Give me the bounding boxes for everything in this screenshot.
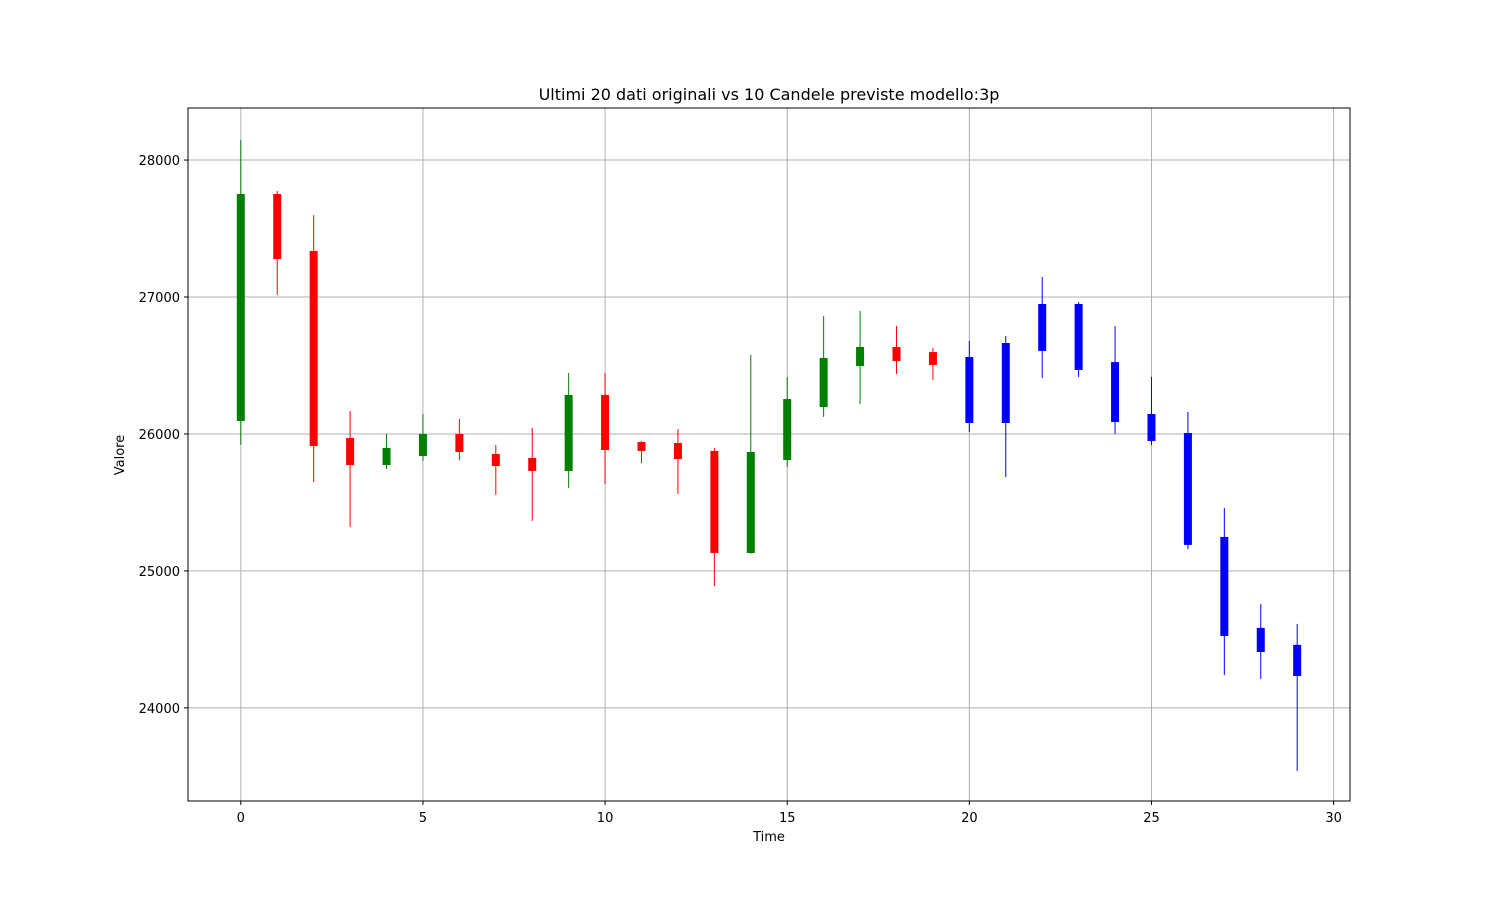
y-tick-label: 26000 (139, 428, 180, 443)
candle-body (783, 399, 792, 460)
candle-body (892, 346, 901, 361)
y-tick-label: 24000 (139, 702, 180, 717)
candle-body (564, 394, 573, 471)
candles (236, 140, 1302, 771)
candle-body (491, 453, 500, 467)
x-tick-label: 25 (1143, 811, 1160, 826)
chart-title: Ultimi 20 dati originali vs 10 Candele p… (539, 85, 1000, 104)
x-tick-label: 0 (237, 811, 245, 826)
y-tick-label: 25000 (139, 565, 180, 580)
candle-body (382, 447, 391, 466)
candle-body (1074, 303, 1083, 370)
candle-body (1183, 432, 1192, 545)
candle-body (1220, 536, 1229, 636)
candle-body (710, 450, 719, 553)
candle-body (637, 442, 646, 451)
candle-body (1111, 362, 1120, 423)
candle-body (236, 194, 245, 421)
x-tick-label: 15 (779, 811, 796, 826)
plot-frame (187, 107, 1351, 802)
candle-body (819, 357, 828, 407)
candle-body (928, 352, 937, 365)
y-tick-label: 27000 (139, 291, 180, 306)
candle-body (455, 433, 464, 453)
candle-body (1147, 413, 1156, 441)
candle-body (273, 194, 282, 260)
x-tick-label: 10 (597, 811, 614, 826)
candle-body (673, 442, 682, 460)
y-axis-label: Valore (113, 435, 128, 475)
x-tick-label: 5 (419, 811, 427, 826)
candle-body (1293, 644, 1302, 676)
candle-body (1038, 303, 1047, 351)
candle-body (1001, 343, 1010, 423)
x-tick-label: 20 (961, 811, 978, 826)
candle-body (1256, 627, 1265, 652)
y-tick-label: 28000 (139, 154, 180, 169)
candle-body (746, 452, 755, 553)
candle-body (601, 394, 610, 450)
x-axis-label: Time (752, 830, 785, 845)
x-tick-label: 30 (1325, 811, 1342, 826)
candle-body (528, 457, 537, 471)
candle-body (418, 433, 427, 457)
candle-body (346, 437, 355, 466)
candle-body (965, 356, 974, 423)
candle-body (856, 346, 865, 367)
candle-body (309, 250, 318, 447)
